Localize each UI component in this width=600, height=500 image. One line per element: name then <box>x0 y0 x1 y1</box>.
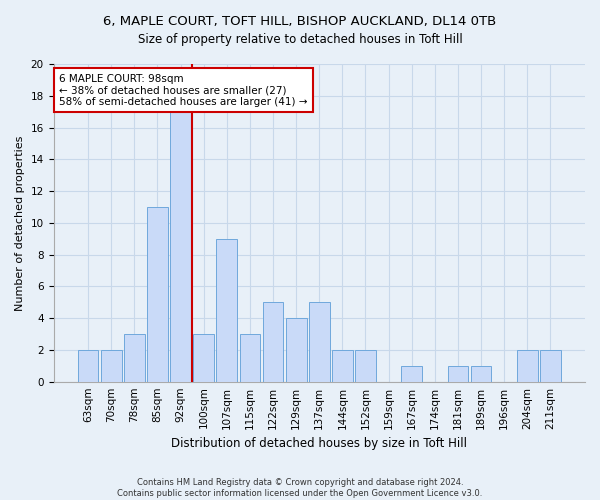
Bar <box>147 207 168 382</box>
X-axis label: Distribution of detached houses by size in Toft Hill: Distribution of detached houses by size … <box>171 437 467 450</box>
Bar <box>517 350 538 382</box>
Bar <box>263 302 283 382</box>
Bar <box>401 366 422 382</box>
Bar <box>193 334 214 382</box>
Bar <box>217 238 237 382</box>
Bar <box>355 350 376 382</box>
Text: 6 MAPLE COURT: 98sqm
← 38% of detached houses are smaller (27)
58% of semi-detac: 6 MAPLE COURT: 98sqm ← 38% of detached h… <box>59 74 307 106</box>
Bar <box>170 112 191 382</box>
Bar <box>286 318 307 382</box>
Text: Size of property relative to detached houses in Toft Hill: Size of property relative to detached ho… <box>137 32 463 46</box>
Bar <box>101 350 122 382</box>
Bar <box>470 366 491 382</box>
Bar <box>239 334 260 382</box>
Bar <box>540 350 561 382</box>
Bar <box>332 350 353 382</box>
Text: Contains HM Land Registry data © Crown copyright and database right 2024.
Contai: Contains HM Land Registry data © Crown c… <box>118 478 482 498</box>
Bar <box>77 350 98 382</box>
Bar <box>309 302 329 382</box>
Text: 6, MAPLE COURT, TOFT HILL, BISHOP AUCKLAND, DL14 0TB: 6, MAPLE COURT, TOFT HILL, BISHOP AUCKLA… <box>103 15 497 28</box>
Bar <box>124 334 145 382</box>
Y-axis label: Number of detached properties: Number of detached properties <box>15 135 25 310</box>
Bar <box>448 366 469 382</box>
